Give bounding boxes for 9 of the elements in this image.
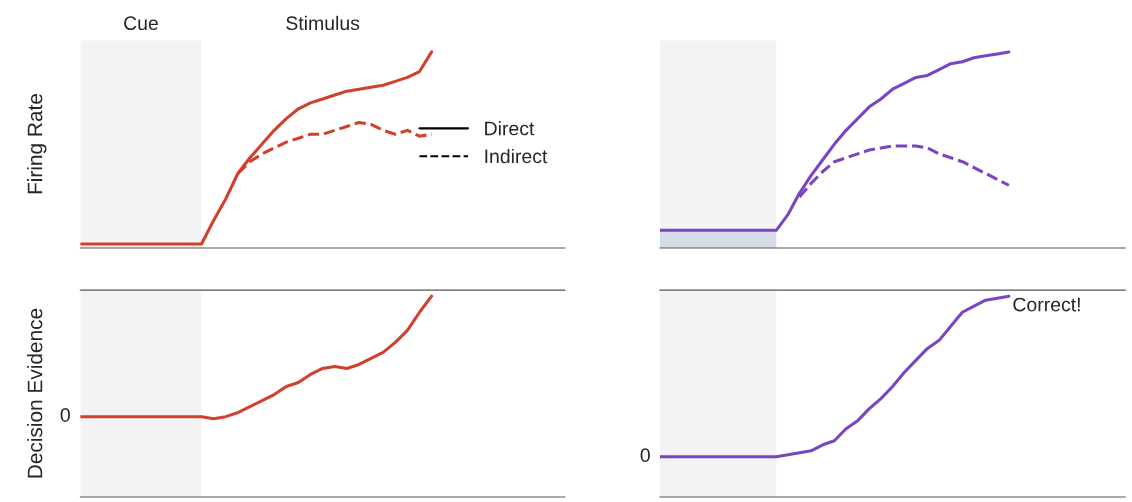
text: 0	[640, 448, 650, 463]
annotation: Correct!	[1013, 297, 1080, 312]
y-axis-title: Firing Rate	[27, 94, 47, 194]
text: Indirect	[485, 148, 548, 164]
text: 0	[60, 408, 70, 422]
y-axis-title: Decision Evidence	[27, 308, 43, 478]
text: Stimulus	[286, 15, 360, 31]
text: Direct	[485, 121, 535, 136]
text: Cue	[124, 16, 158, 31]
